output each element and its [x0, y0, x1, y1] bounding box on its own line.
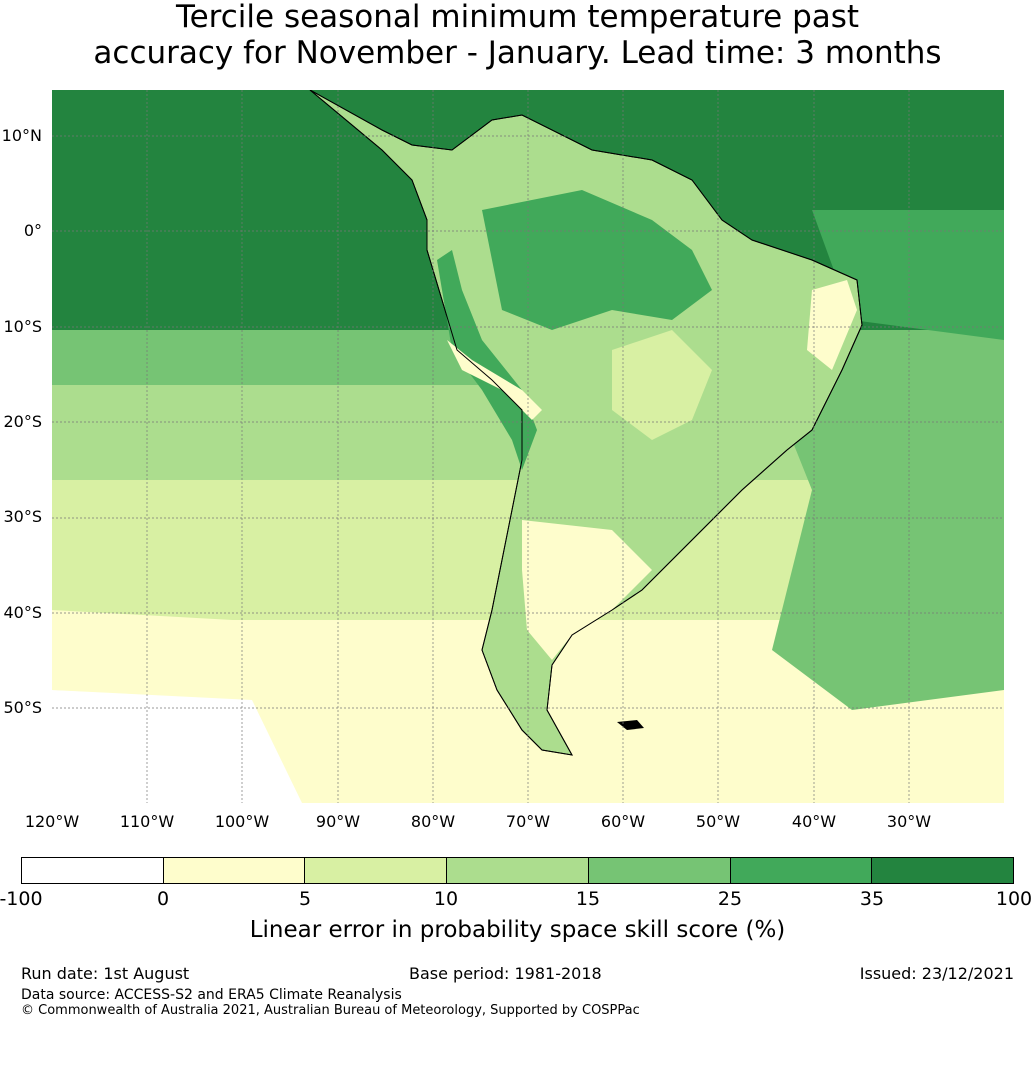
amazon-high-skill-region [482, 190, 712, 330]
colorbar-tick-label: 10 [433, 888, 459, 910]
lon-gridlines [146, 90, 910, 803]
map-title-line-1: Tercile seasonal minimum temperature pas… [175, 0, 860, 35]
lat-label-10s: 10°S [3, 317, 42, 336]
run-date-text: Run date: 1st August [21, 964, 190, 983]
patagonia-light-region [522, 520, 652, 660]
colorbar-tick-label: 0 [156, 888, 170, 910]
lat-label-50s: 50°S [3, 698, 42, 717]
lat-label-10n: 10°N [1, 126, 42, 145]
lon-label-50w: 50°W [695, 812, 741, 831]
base-period-text: Base period: 1981-2018 [409, 964, 602, 983]
colorbar-tick-label: 15 [575, 888, 601, 910]
lat-label-30s: 30°S [3, 507, 42, 526]
map-title-line-2: accuracy for November - January. Lead ti… [93, 35, 942, 71]
colorbar [21, 857, 1014, 884]
copyright-text: © Commonwealth of Australia 2021, Austra… [21, 1003, 640, 1018]
colorbar-segment-6 [730, 858, 873, 883]
lat-label-20s: 20°S [3, 412, 42, 431]
colorbar-segment-5 [588, 858, 731, 883]
issued-text: Issued: 23/12/2021 [859, 964, 1014, 983]
atlantic-high-skill-region [752, 340, 1004, 710]
lon-label-100w: 100°W [214, 812, 270, 831]
lat-label-0: 0° [23, 221, 42, 240]
andes-light-strip [447, 340, 542, 420]
lon-label-30w: 30°W [886, 812, 932, 831]
lon-label-60w: 60°W [600, 812, 646, 831]
south-light-region [52, 610, 482, 803]
colorbar-segment-1 [22, 858, 164, 883]
colorbar-tick-label: 35 [859, 888, 885, 910]
colorbar-tick-label: 100 [995, 888, 1033, 910]
lon-label-90w: 90°W [315, 812, 361, 831]
lon-label-70w: 70°W [505, 812, 551, 831]
colorbar-label: Linear error in probability space skill … [249, 917, 786, 943]
lon-label-110w: 110°W [119, 812, 175, 831]
northeast-brazil-light-region [807, 280, 857, 370]
lon-label-40w: 40°W [791, 812, 837, 831]
colorbar-segment-7 [872, 858, 1014, 883]
colorbar-segment-3 [305, 858, 448, 883]
lat-label-40s: 40°S [3, 603, 42, 622]
colorbar-tick-label: 25 [717, 888, 743, 910]
colorbar-segment-2 [163, 858, 306, 883]
colorbar-tick-label: 5 [298, 888, 312, 910]
south-america-outline [309, 90, 863, 756]
colorbar-tick-label: -100 [0, 888, 43, 910]
andes-dark-region [437, 250, 537, 470]
colorbar-segment-4 [447, 858, 589, 883]
falkland-islands [617, 720, 644, 730]
data-source-text: Data source: ACCESS-S2 and ERA5 Climate … [21, 987, 402, 1003]
skill-score-map [52, 90, 1004, 803]
brazil-light-region [612, 330, 712, 440]
lon-label-80w: 80°W [410, 812, 456, 831]
lon-label-120w: 120°W [24, 812, 80, 831]
